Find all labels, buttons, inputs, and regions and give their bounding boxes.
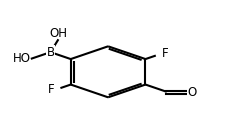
Text: O: O xyxy=(186,86,196,99)
Text: HO: HO xyxy=(13,52,31,65)
Text: B: B xyxy=(46,46,54,59)
Text: F: F xyxy=(161,47,168,60)
Text: OH: OH xyxy=(49,27,67,40)
Text: F: F xyxy=(47,83,54,96)
